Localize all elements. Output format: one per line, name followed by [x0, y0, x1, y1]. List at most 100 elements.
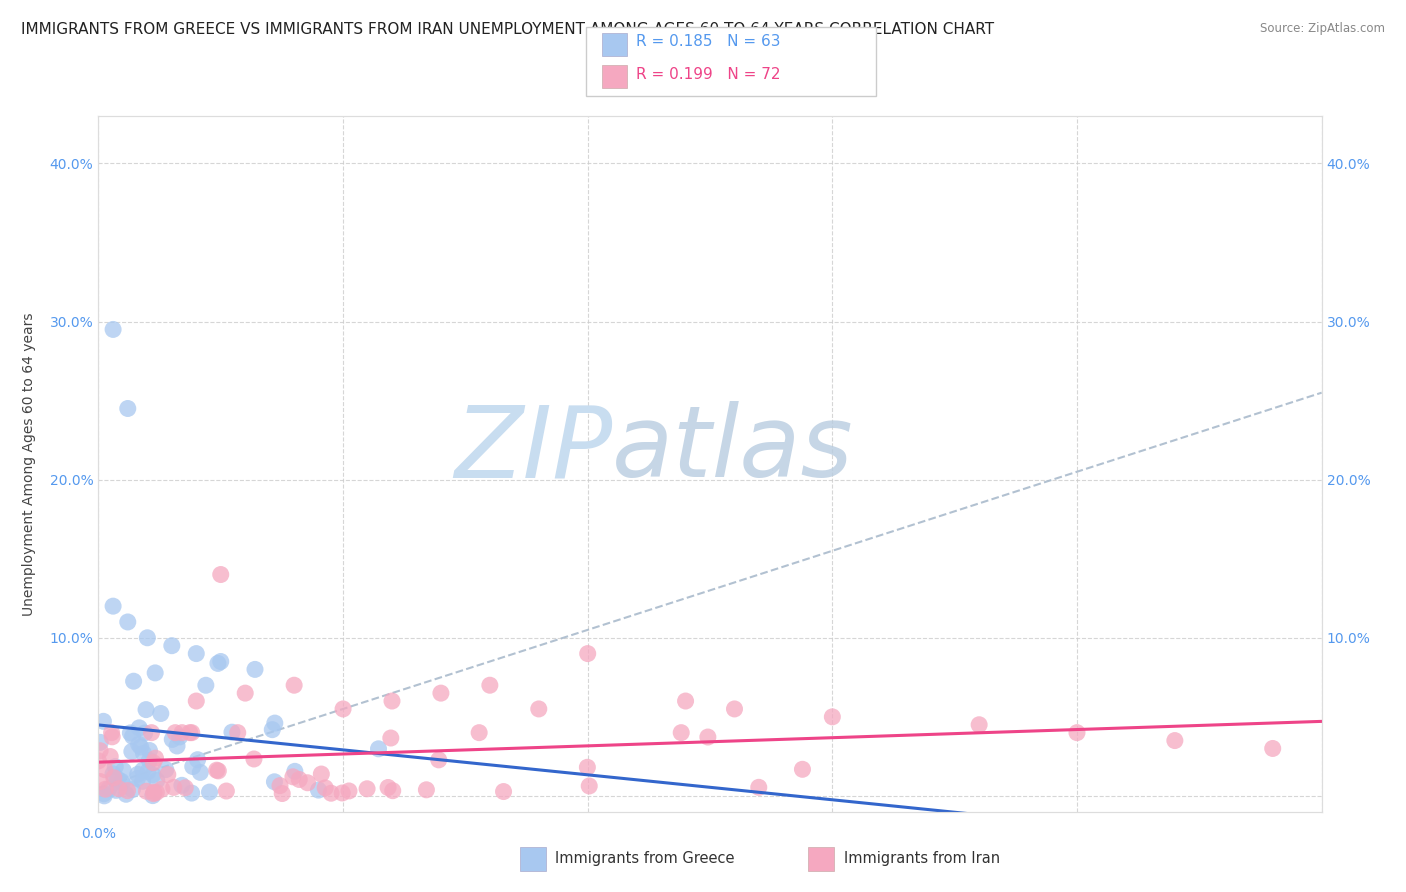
Point [141, 725, 163, 739]
Point [188, 765, 211, 780]
Point [675, 694, 697, 708]
Point [170, 725, 193, 739]
Point [174, 780, 197, 795]
Point [111, 776, 134, 790]
Point [121, 730, 143, 744]
Point [103, 771, 125, 785]
Point [186, 694, 208, 708]
Point [87, 754, 110, 768]
Text: atlas: atlas [612, 401, 853, 499]
Point [271, 787, 294, 801]
Point [112, 764, 135, 778]
Point [89, 735, 111, 749]
Point [194, 678, 217, 692]
Point [468, 725, 491, 739]
Point [142, 787, 165, 801]
Point [160, 639, 183, 653]
Point [381, 694, 404, 708]
Point [380, 731, 402, 745]
Point [101, 767, 124, 781]
Point [1066, 725, 1088, 739]
Point [179, 725, 201, 739]
Point [430, 686, 453, 700]
Point [221, 725, 243, 739]
Point [576, 647, 599, 661]
Point [967, 717, 990, 731]
Point [209, 655, 232, 669]
Point [821, 710, 844, 724]
Point [243, 662, 266, 676]
Point [269, 779, 291, 793]
Point [163, 780, 186, 795]
Point [377, 780, 399, 795]
Point [281, 770, 304, 784]
Point [89, 744, 111, 758]
Point [93, 789, 115, 803]
Point [427, 753, 450, 767]
Point [181, 759, 204, 773]
Point [155, 763, 177, 777]
Point [129, 740, 152, 755]
Point [135, 784, 157, 798]
Point [97, 781, 120, 796]
Point [671, 725, 693, 739]
Text: 0.0%: 0.0% [82, 827, 115, 841]
Point [215, 784, 238, 798]
Point [127, 767, 149, 781]
Point [142, 756, 165, 770]
Point [135, 703, 157, 717]
Point [107, 772, 129, 787]
Point [117, 783, 139, 797]
Point [131, 764, 153, 778]
Point [332, 702, 354, 716]
Point [89, 774, 111, 789]
Point [101, 599, 124, 614]
Text: Immigrants from Iran: Immigrants from Iran [844, 851, 1000, 865]
Point [381, 783, 404, 797]
Text: R = 0.185   N = 63: R = 0.185 N = 63 [636, 35, 780, 49]
Text: IMMIGRANTS FROM GREECE VS IMMIGRANTS FROM IRAN UNEMPLOYMENT AMONG AGES 60 TO 64 : IMMIGRANTS FROM GREECE VS IMMIGRANTS FRO… [21, 22, 994, 37]
Point [145, 751, 167, 765]
Point [145, 785, 167, 799]
Point [308, 783, 330, 797]
Point [143, 665, 166, 680]
Point [122, 674, 145, 689]
Y-axis label: Unemployment Among Ages 60 to 64 years: Unemployment Among Ages 60 to 64 years [22, 312, 35, 615]
Point [233, 686, 256, 700]
Point [367, 741, 389, 756]
Point [337, 784, 360, 798]
Point [209, 567, 232, 582]
Point [1261, 741, 1284, 756]
Point [101, 322, 124, 336]
Point [117, 615, 139, 629]
Point [121, 744, 143, 758]
Point [314, 780, 336, 795]
Point [93, 787, 115, 801]
Point [330, 786, 353, 800]
Point [283, 678, 305, 692]
Point [146, 773, 169, 788]
Point [311, 767, 333, 781]
Point [288, 772, 311, 787]
Point [180, 786, 202, 800]
Point [128, 738, 150, 752]
Point [319, 786, 342, 800]
Point [131, 774, 153, 789]
Point [94, 782, 117, 797]
Point [94, 763, 117, 777]
Point [170, 778, 193, 792]
Point [696, 730, 718, 744]
Point [180, 725, 202, 739]
Point [207, 764, 229, 778]
Point [136, 631, 159, 645]
Point [415, 782, 437, 797]
Point [492, 784, 515, 798]
Text: R = 0.199   N = 72: R = 0.199 N = 72 [636, 67, 780, 81]
Point [127, 772, 149, 786]
Point [263, 716, 285, 731]
Point [263, 774, 285, 789]
Point [101, 730, 124, 744]
Point [117, 401, 139, 416]
Point [478, 678, 501, 692]
Text: Source: ZipAtlas.com: Source: ZipAtlas.com [1260, 22, 1385, 36]
